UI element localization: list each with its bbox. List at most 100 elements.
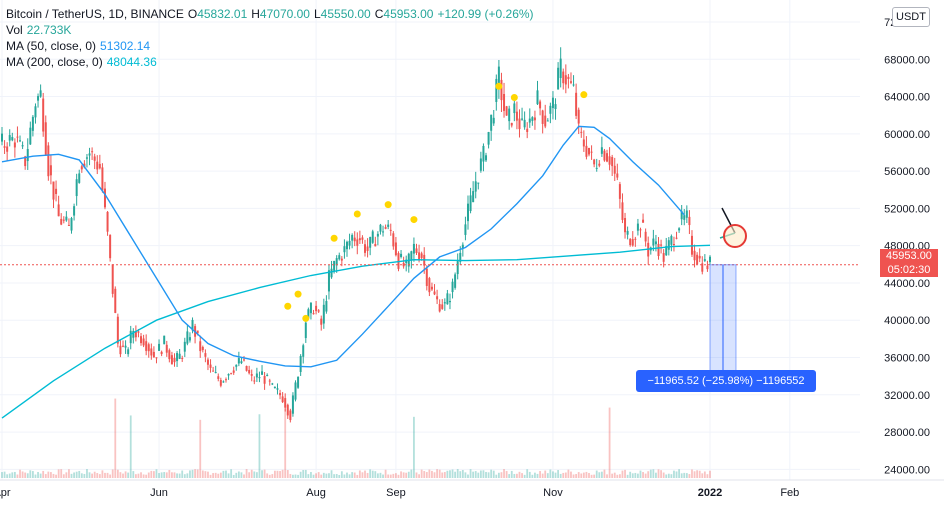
volume-bar (225, 470, 227, 478)
measure-label: −11965.52 (−25.98%) −1196552 (636, 370, 816, 392)
time-axis: Apr Jun Aug Sep Nov 2022 Feb (0, 479, 944, 499)
volume-bar (299, 471, 302, 478)
volume-bar (101, 470, 104, 478)
x-tick-label: Sep (386, 487, 406, 499)
currency-button[interactable]: USDT (892, 7, 930, 27)
candle-body (559, 58, 562, 79)
volume-bar (554, 472, 557, 478)
candle-body (443, 302, 446, 304)
candle-body (485, 155, 488, 161)
candle-body (52, 181, 55, 200)
volume-bar (624, 469, 626, 478)
volume-bar (181, 470, 184, 478)
candle-body (358, 238, 361, 241)
signal-marker (302, 314, 310, 322)
candle-body (657, 243, 660, 257)
volume-bar (678, 469, 681, 478)
volume-bar (693, 471, 696, 478)
volume-bar (534, 472, 536, 478)
volume-bar (325, 473, 328, 478)
candle-body (243, 359, 246, 361)
candle-body (93, 156, 96, 161)
candle-body (634, 238, 637, 240)
symbol-title[interactable]: Bitcoin / TetherUS, 1D, BINANCE (6, 7, 184, 21)
close-label: C (374, 7, 384, 21)
volume-label[interactable]: Vol (6, 23, 23, 37)
volume-bar (68, 469, 70, 478)
candle-body (322, 304, 325, 324)
candle-body (428, 278, 431, 293)
candle-body (39, 90, 42, 97)
volume-bar (376, 473, 379, 478)
volume-bar (346, 472, 348, 478)
candle-body (709, 256, 711, 263)
volume-bar (353, 472, 356, 478)
volume-bar (70, 473, 73, 478)
y-tick-label: 68000.00 (884, 54, 930, 66)
ma50-label[interactable]: MA (50, close, 0) (6, 39, 97, 53)
candle-body (503, 94, 506, 111)
candle-body (580, 131, 583, 133)
low-value: 45550.00 (320, 7, 371, 21)
volume-value: 22.733K (26, 23, 72, 37)
candle-body (217, 376, 220, 379)
candle-body (173, 357, 176, 363)
chart-legend: Bitcoin / TetherUS, 1D, BINANCE O45832.01… (6, 6, 538, 70)
volume-bar (11, 472, 14, 478)
candle-body (312, 313, 315, 315)
candle-body (327, 270, 330, 292)
volume-bar (446, 470, 449, 478)
candle-body (371, 231, 374, 243)
candle-body (281, 396, 284, 403)
candle-body (122, 345, 125, 347)
candle-body (557, 67, 560, 90)
candle-body (644, 231, 647, 242)
volume-bar (647, 471, 650, 478)
candle-body (85, 157, 88, 159)
volume-bar (518, 471, 521, 478)
candle-body (582, 139, 585, 147)
candle-body (142, 338, 145, 346)
candle-body (150, 348, 153, 356)
x-tick-label: Jun (150, 487, 168, 499)
candle-body (230, 373, 233, 375)
volume-bar (405, 472, 408, 478)
volume-bar (389, 474, 392, 478)
candle-body (497, 66, 500, 89)
volume-bar (201, 470, 204, 478)
volume-bar (428, 469, 431, 478)
candle-body (343, 246, 346, 253)
volume-bar (261, 470, 263, 478)
volume-bar (698, 470, 701, 478)
volume-bar (559, 473, 562, 478)
candle-body (145, 341, 148, 351)
candle-body (253, 380, 256, 382)
price-axis-bg (860, 0, 944, 480)
ma200-row: MA (200, close, 0) 48044.36 (6, 54, 538, 70)
candle-body (73, 206, 76, 216)
signal-marker (510, 93, 518, 101)
volume-bar (608, 407, 611, 478)
candle-body (299, 355, 302, 372)
candle-body (513, 103, 516, 114)
volume-bar (384, 469, 387, 478)
candle-body (245, 365, 248, 371)
candle-body (590, 151, 593, 153)
volume-bar (572, 474, 575, 478)
open-label: O (187, 7, 198, 21)
volume-bar (62, 474, 65, 478)
volume-bar (541, 473, 544, 478)
volume-bar (31, 471, 34, 478)
candle-body (214, 372, 217, 374)
volume-bar (312, 474, 315, 478)
candle-body (418, 252, 421, 261)
ma200-label[interactable]: MA (200, close, 0) (6, 55, 103, 69)
volume-bar (631, 473, 634, 478)
volume-bar (600, 471, 603, 478)
volume-bar (644, 473, 647, 478)
candle-body (528, 118, 531, 123)
volume-bar (217, 473, 220, 478)
candle-body (266, 374, 269, 376)
candle-body (603, 150, 606, 161)
